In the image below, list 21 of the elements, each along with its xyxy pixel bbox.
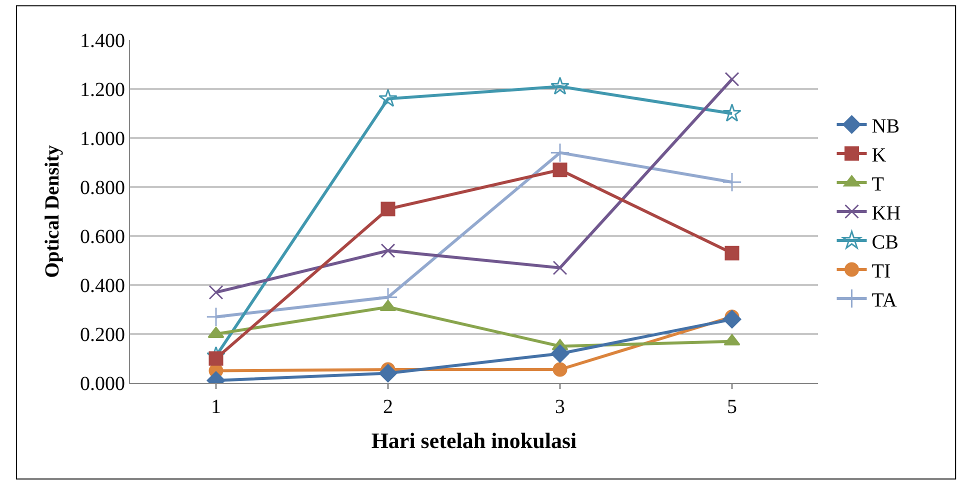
legend-label: CB <box>872 231 898 254</box>
legend-label: T <box>872 173 884 196</box>
y-tick-label: 0.800 <box>80 177 125 199</box>
x-tick-label: 3 <box>555 396 565 418</box>
x-tick-label: 5 <box>727 396 737 418</box>
y-tick-label: 0.000 <box>80 373 125 395</box>
y-tick-label: 1.400 <box>80 30 125 52</box>
x-tick-label: 1 <box>211 396 221 418</box>
y-axis-title: Optical Density <box>42 145 64 278</box>
legend-label: K <box>872 144 887 166</box>
y-tick-label: 1.000 <box>80 128 125 150</box>
y-tick-label: 1.200 <box>80 79 125 101</box>
x-axis-title: Hari setelah inokulasi <box>371 428 577 453</box>
x-tick-label: 2 <box>383 396 393 418</box>
y-tick-label: 0.200 <box>80 324 125 346</box>
legend-label: TA <box>872 289 898 312</box>
legend-label: NB <box>872 115 900 138</box>
legend-label: KH <box>872 202 901 224</box>
y-tick-label: 0.600 <box>80 226 125 248</box>
legend-label: TI <box>872 260 891 282</box>
y-tick-label: 0.400 <box>80 275 125 297</box>
